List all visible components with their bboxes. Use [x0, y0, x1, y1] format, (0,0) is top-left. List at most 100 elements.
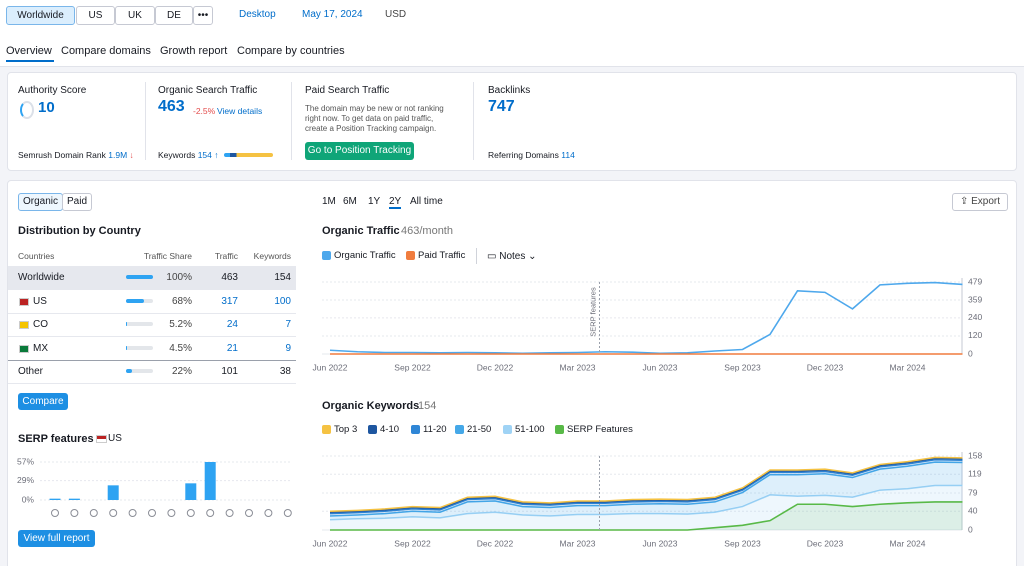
- legend-checkbox[interactable]: [503, 425, 512, 434]
- keywords[interactable]: 9: [285, 342, 291, 354]
- feature-icon: [51, 509, 59, 517]
- legend-label[interactable]: 11-20: [423, 424, 447, 435]
- tab[interactable]: Growth report: [160, 45, 228, 57]
- feature-icon: [283, 509, 292, 517]
- legend-checkbox[interactable]: [411, 425, 420, 434]
- tab[interactable]: Overview: [6, 45, 52, 57]
- region-us[interactable]: US: [76, 6, 115, 25]
- legend-label[interactable]: 4-10: [380, 424, 400, 435]
- tab-underline: [6, 60, 54, 62]
- notes-toggle[interactable]: ▭ Notes ⌄: [487, 251, 537, 262]
- legend-checkbox[interactable]: [406, 251, 415, 260]
- area-line: [329, 457, 963, 513]
- region-uk[interactable]: UK: [115, 6, 155, 25]
- divider: [473, 82, 474, 160]
- legend-checkbox[interactable]: [555, 425, 564, 434]
- period[interactable]: 1Y: [368, 196, 381, 207]
- country-name[interactable]: CO: [33, 319, 48, 330]
- region-worldwide[interactable]: Worldwide: [6, 6, 75, 25]
- region-de[interactable]: DE: [155, 6, 193, 25]
- legend-label[interactable]: Paid Traffic: [418, 250, 466, 261]
- date-select[interactable]: May 17, 2024: [302, 9, 363, 20]
- legend-label[interactable]: 21-50: [467, 424, 492, 435]
- flag: [19, 297, 29, 306]
- section-title: Distribution by Country: [18, 225, 141, 237]
- area-line: [329, 461, 963, 517]
- legend-label[interactable]: 51-100: [515, 424, 545, 435]
- period[interactable]: 2Y: [389, 196, 402, 209]
- share-bar: [126, 345, 128, 350]
- legend-label[interactable]: Top 3: [334, 424, 358, 435]
- tab[interactable]: Compare by countries: [237, 45, 345, 57]
- table-row[interactable]: [8, 290, 296, 314]
- toggle-label: Paid: [66, 196, 87, 207]
- metric-value[interactable]: 747: [488, 98, 515, 115]
- full-report-button[interactable]: View full report: [18, 530, 95, 547]
- legend-checkbox[interactable]: [322, 425, 331, 434]
- x-tick-label: Mar 2024: [890, 538, 926, 548]
- currency: USD: [385, 9, 407, 20]
- bar: [107, 485, 119, 500]
- compare-button[interactable]: Compare: [18, 393, 68, 410]
- keywords[interactable]: 100: [274, 295, 291, 307]
- region-label: US: [88, 10, 103, 21]
- feature-icon: [109, 509, 118, 517]
- region-label: DE: [167, 10, 181, 21]
- metrics-card: [7, 72, 1017, 171]
- y-tick-label: 158: [968, 450, 982, 460]
- metric-sub: Keywords 154 ↑: [158, 150, 219, 160]
- position-tracking-button[interactable]: Go to Position Tracking: [305, 142, 414, 160]
- y-tick-label: 57%: [17, 456, 34, 466]
- sub-value[interactable]: 154: [197, 150, 212, 160]
- metric-value[interactable]: 463: [158, 98, 185, 115]
- keyword-bar: [224, 153, 273, 157]
- table-row[interactable]: [8, 360, 296, 384]
- period[interactable]: All time: [410, 196, 443, 207]
- share-bar: [126, 298, 145, 303]
- export-button[interactable]: ⇪ Export: [952, 193, 1008, 211]
- table-row[interactable]: [8, 313, 296, 337]
- table-row[interactable]: [8, 337, 296, 361]
- more-regions[interactable]: •••: [193, 6, 213, 25]
- traffic[interactable]: 21: [226, 342, 238, 354]
- traffic-share: 68%: [171, 295, 192, 307]
- organic-toggle[interactable]: Organic: [18, 193, 63, 211]
- traffic[interactable]: 317: [221, 295, 238, 307]
- button-label: View full report: [23, 533, 90, 544]
- period[interactable]: 6M: [343, 196, 357, 207]
- metric-sub: Referring Domains 114: [488, 150, 575, 160]
- paid-toggle[interactable]: Paid: [62, 193, 92, 211]
- y-tick-label: 119: [968, 469, 982, 479]
- keywords: 154: [274, 272, 291, 283]
- feature-icon: [186, 509, 195, 517]
- area: [330, 462, 963, 520]
- column-header: Traffic Share: [143, 251, 192, 261]
- region-label: UK: [128, 10, 142, 21]
- device-select[interactable]: Desktop: [239, 9, 276, 20]
- metric-label: Organic Search Traffic: [158, 85, 258, 96]
- legend-checkbox[interactable]: [455, 425, 464, 434]
- metric-change: -2.5%: [193, 106, 216, 116]
- legend-label[interactable]: Organic Traffic: [334, 250, 396, 261]
- bar: [49, 498, 61, 500]
- tab[interactable]: Compare domains: [61, 45, 151, 57]
- country-name[interactable]: US: [33, 295, 47, 307]
- sub-value[interactable]: 1.9M: [108, 150, 128, 160]
- traffic[interactable]: 24: [226, 319, 238, 330]
- y-tick-label: 120: [968, 330, 982, 340]
- feature-icon: [167, 509, 176, 517]
- divider: [145, 82, 146, 160]
- chart-subtitle: 463/month: [401, 225, 453, 237]
- feature-icon: [225, 509, 234, 517]
- keywords[interactable]: 7: [285, 319, 291, 330]
- legend-label[interactable]: SERP Features: [567, 424, 633, 435]
- x-tick-label: Dec 2022: [477, 362, 514, 372]
- legend-checkbox[interactable]: [322, 251, 331, 260]
- period[interactable]: 1M: [322, 196, 336, 207]
- legend-checkbox[interactable]: [368, 425, 377, 434]
- view-details[interactable]: View details: [217, 106, 263, 116]
- country-name[interactable]: MX: [33, 342, 48, 354]
- sub-value[interactable]: 114: [561, 150, 575, 160]
- bar: [68, 498, 80, 500]
- section-title: SERP features: [18, 433, 94, 445]
